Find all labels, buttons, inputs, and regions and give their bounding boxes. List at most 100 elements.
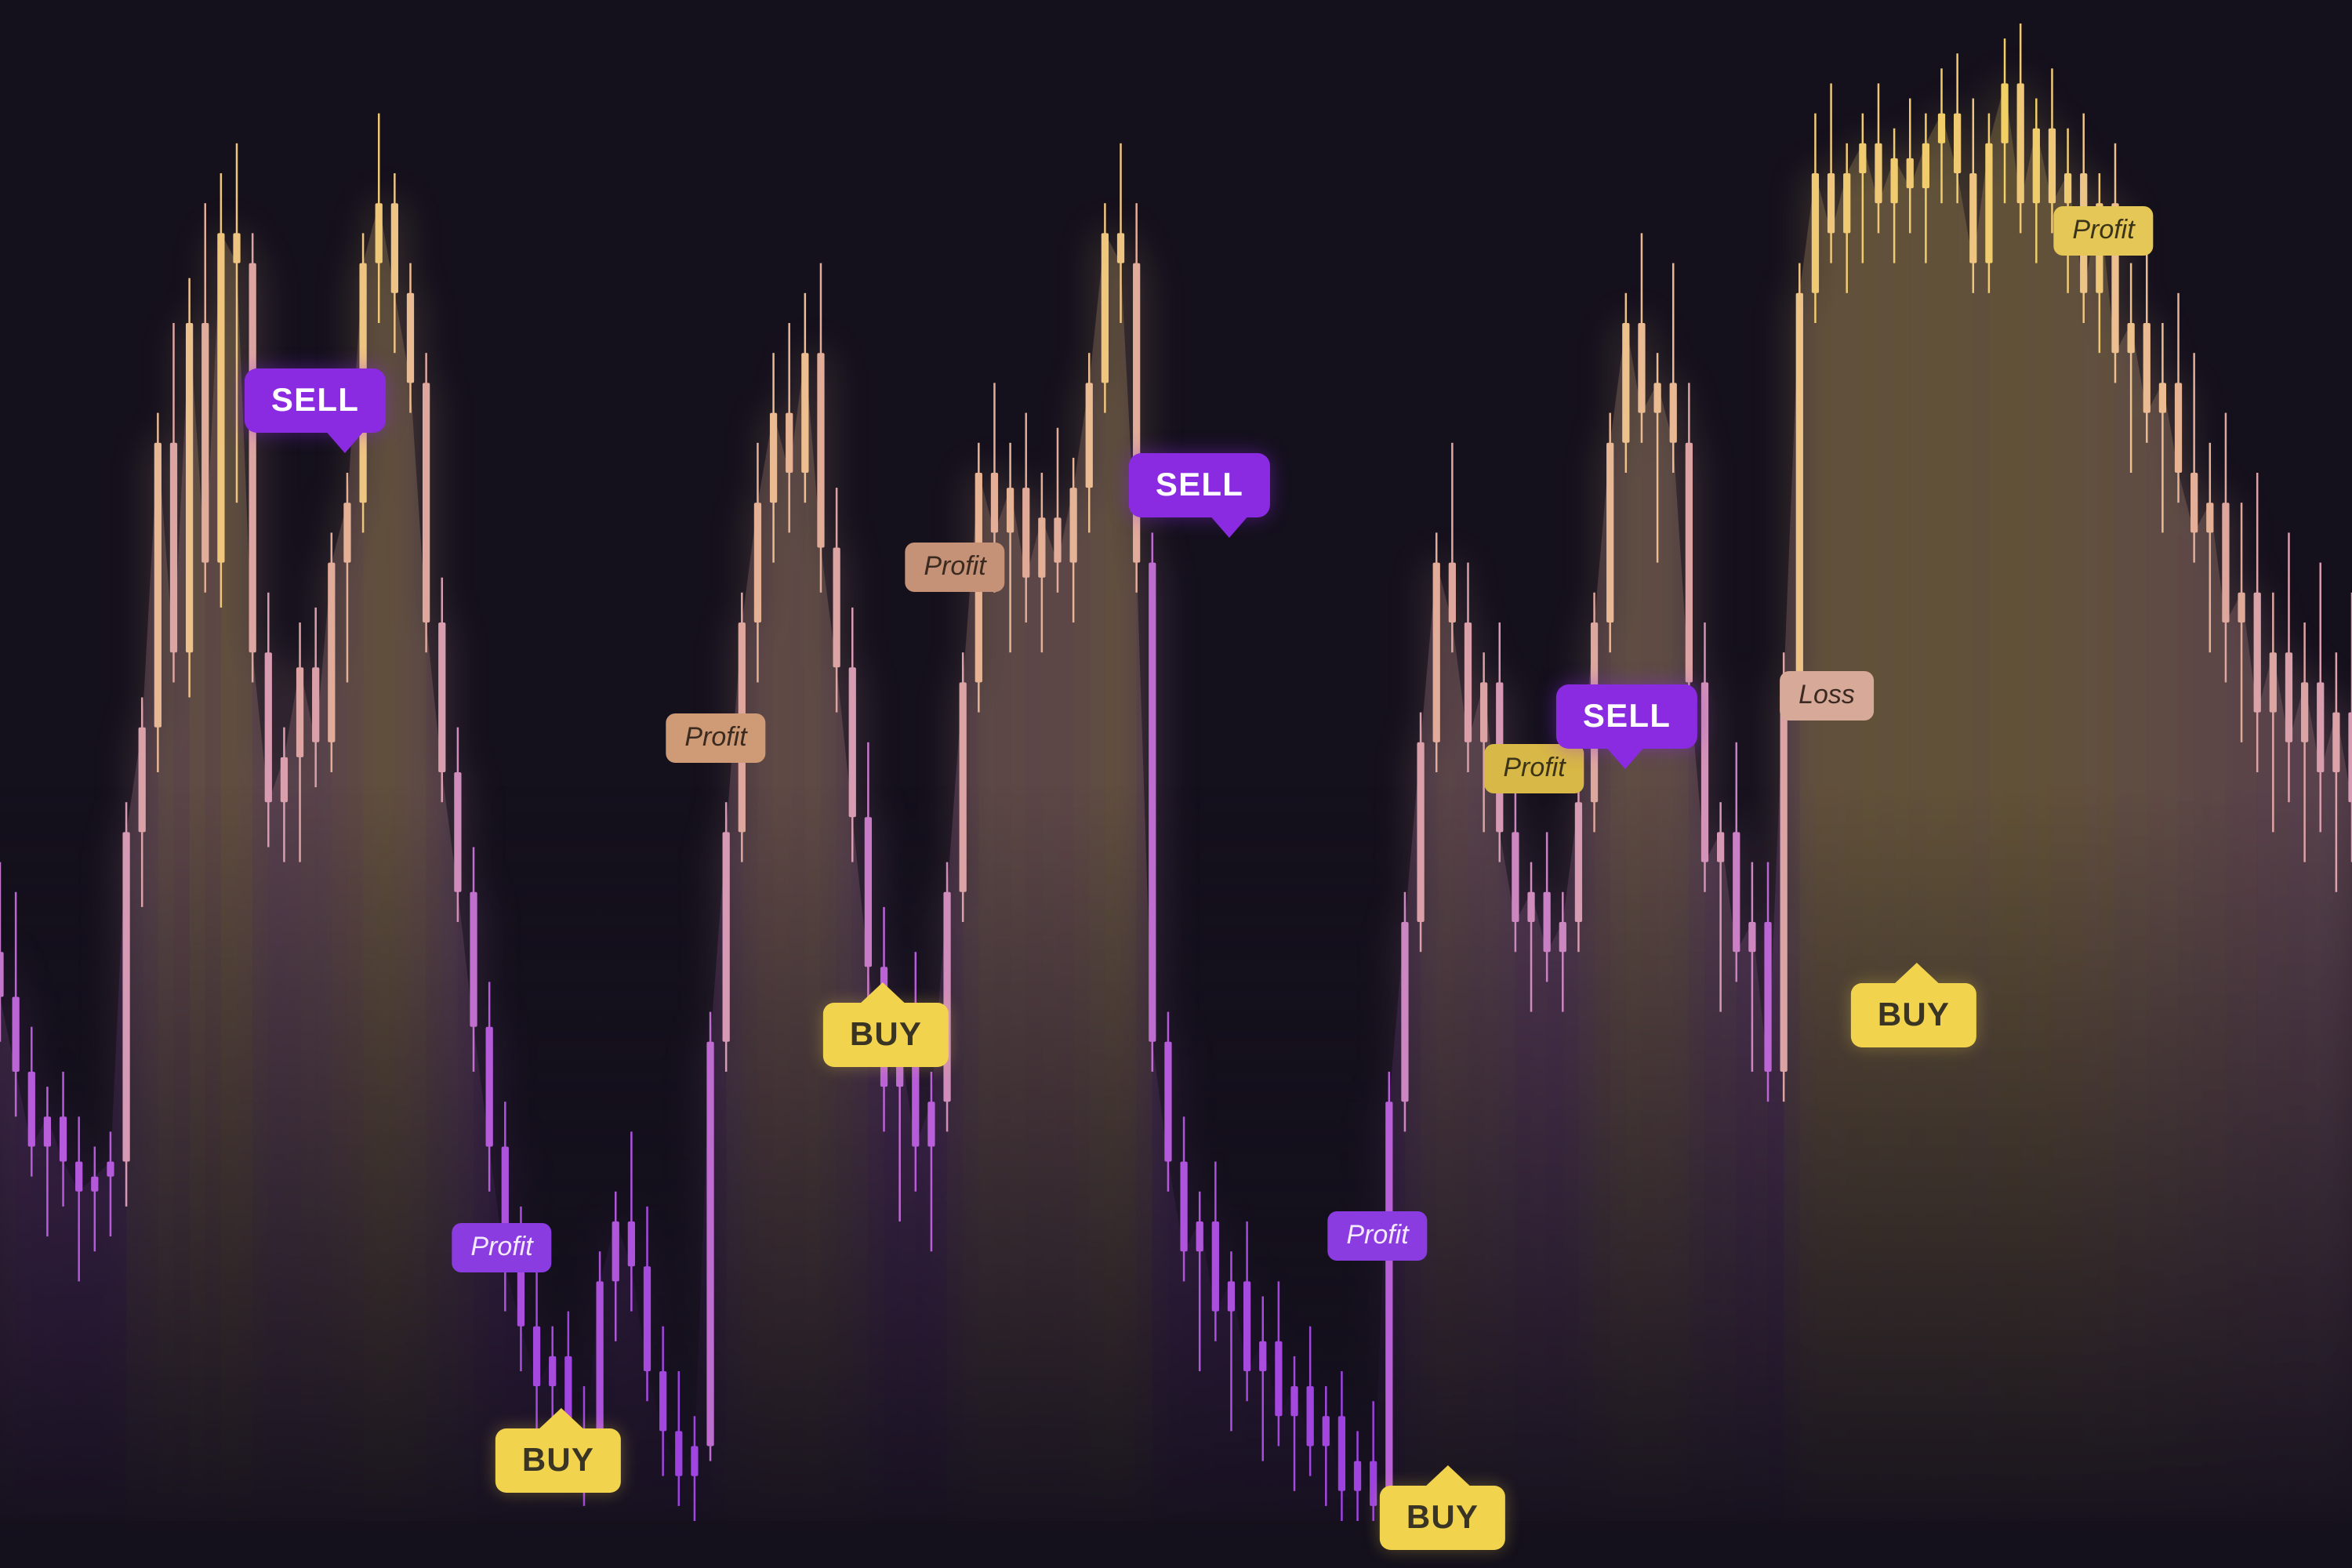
candle[interactable] — [1606, 412, 1614, 653]
candle[interactable] — [438, 577, 446, 803]
candle[interactable] — [1401, 891, 1409, 1132]
candle[interactable] — [1795, 263, 1803, 713]
candle[interactable] — [1496, 622, 1504, 862]
candle[interactable] — [1211, 1161, 1219, 1341]
candle[interactable] — [280, 727, 289, 862]
candle[interactable] — [1227, 1251, 1236, 1432]
candle[interactable] — [1827, 83, 1835, 263]
candle[interactable] — [1875, 83, 1882, 234]
sell-badge[interactable]: SELL — [1555, 684, 1698, 769]
candle[interactable] — [1290, 1356, 1298, 1491]
candle[interactable] — [1969, 98, 1977, 293]
candle[interactable] — [201, 203, 209, 593]
candle[interactable] — [1243, 1221, 1251, 1402]
candle[interactable] — [1937, 68, 1946, 204]
candle[interactable] — [691, 1416, 699, 1521]
candle[interactable] — [833, 488, 840, 713]
candle[interactable] — [1733, 742, 1740, 982]
candle[interactable] — [1448, 442, 1456, 653]
candle[interactable] — [185, 278, 194, 698]
candle[interactable] — [122, 802, 130, 1207]
candle[interactable] — [91, 1146, 99, 1252]
candle[interactable] — [2269, 592, 2277, 833]
candle[interactable] — [312, 607, 320, 788]
candle[interactable] — [2190, 353, 2198, 563]
candle[interactable] — [1669, 263, 1677, 473]
buy-badge[interactable]: BUY — [495, 1408, 622, 1493]
candle[interactable] — [596, 1251, 604, 1476]
buy-marker[interactable]: BUY — [1850, 963, 1977, 1047]
candle[interactable] — [1780, 652, 1788, 1102]
buy-badge[interactable]: BUY — [1379, 1465, 1506, 1550]
candle[interactable] — [1038, 473, 1046, 653]
candle[interactable] — [1306, 1326, 1314, 1476]
candle[interactable] — [343, 473, 351, 683]
candle[interactable] — [0, 862, 4, 1042]
buy-badge[interactable]: BUY — [1850, 963, 1977, 1047]
candle[interactable] — [1906, 98, 1914, 234]
candle[interactable] — [1574, 772, 1583, 953]
candle[interactable] — [296, 622, 304, 862]
sell-badge[interactable]: SELL — [1128, 453, 1271, 538]
candle[interactable] — [390, 173, 398, 354]
candle[interactable] — [2206, 442, 2214, 653]
candle[interactable] — [1259, 1296, 1267, 1461]
candle[interactable] — [1843, 143, 1851, 293]
candle[interactable] — [375, 113, 383, 323]
candle[interactable] — [1954, 53, 1962, 204]
candle[interactable] — [2143, 233, 2151, 443]
candle[interactable] — [2300, 622, 2309, 862]
candle[interactable] — [454, 727, 462, 922]
candle[interactable] — [801, 292, 809, 503]
candle[interactable] — [1006, 442, 1014, 653]
candle[interactable] — [1164, 1011, 1172, 1192]
candle[interactable] — [1054, 427, 1062, 593]
candle[interactable] — [1559, 891, 1566, 1012]
candle[interactable] — [43, 1087, 52, 1237]
candle[interactable] — [2158, 323, 2167, 533]
candle[interactable] — [1479, 652, 1488, 833]
candle[interactable] — [1180, 1116, 1188, 1282]
candle[interactable] — [1700, 622, 1709, 892]
candle[interactable] — [2332, 652, 2340, 892]
candle[interactable] — [2238, 503, 2245, 742]
candle[interactable] — [1464, 562, 1472, 772]
candle[interactable] — [753, 442, 762, 683]
candle[interactable] — [1101, 203, 1109, 413]
candle[interactable] — [2111, 143, 2119, 383]
candle[interactable] — [659, 1326, 667, 1476]
candle[interactable] — [1922, 113, 1930, 263]
candle[interactable] — [233, 143, 241, 503]
candle[interactable] — [722, 802, 730, 1072]
candle[interactable] — [12, 891, 20, 1117]
candle[interactable] — [1764, 862, 1772, 1102]
candle[interactable] — [532, 1266, 541, 1446]
candle[interactable] — [1085, 353, 1093, 533]
candle[interactable] — [643, 1206, 652, 1402]
candle[interactable] — [27, 1026, 35, 1177]
candle[interactable] — [1322, 1386, 1330, 1506]
candle[interactable] — [59, 1072, 67, 1207]
candle[interactable] — [2048, 68, 2056, 234]
candle[interactable] — [2253, 473, 2261, 772]
candle[interactable] — [1417, 712, 1425, 953]
candle[interactable] — [2016, 24, 2024, 234]
candle[interactable] — [1985, 113, 1993, 293]
candle[interactable] — [2174, 292, 2183, 503]
candle[interactable] — [817, 263, 825, 593]
candle[interactable] — [1432, 532, 1440, 772]
candle[interactable] — [264, 592, 272, 848]
candle[interactable] — [1069, 457, 1077, 622]
candle[interactable] — [627, 1131, 635, 1312]
candle[interactable] — [138, 697, 146, 907]
candle[interactable] — [1133, 203, 1141, 593]
candle[interactable] — [406, 263, 415, 413]
buy-badge[interactable]: BUY — [822, 982, 949, 1067]
candle[interactable] — [1859, 113, 1867, 263]
candle[interactable] — [1527, 862, 1535, 1012]
candle[interactable] — [1022, 412, 1030, 622]
sell-marker[interactable]: SELL — [1128, 453, 1271, 538]
candle[interactable] — [249, 233, 256, 683]
candle[interactable] — [1370, 1401, 1377, 1521]
